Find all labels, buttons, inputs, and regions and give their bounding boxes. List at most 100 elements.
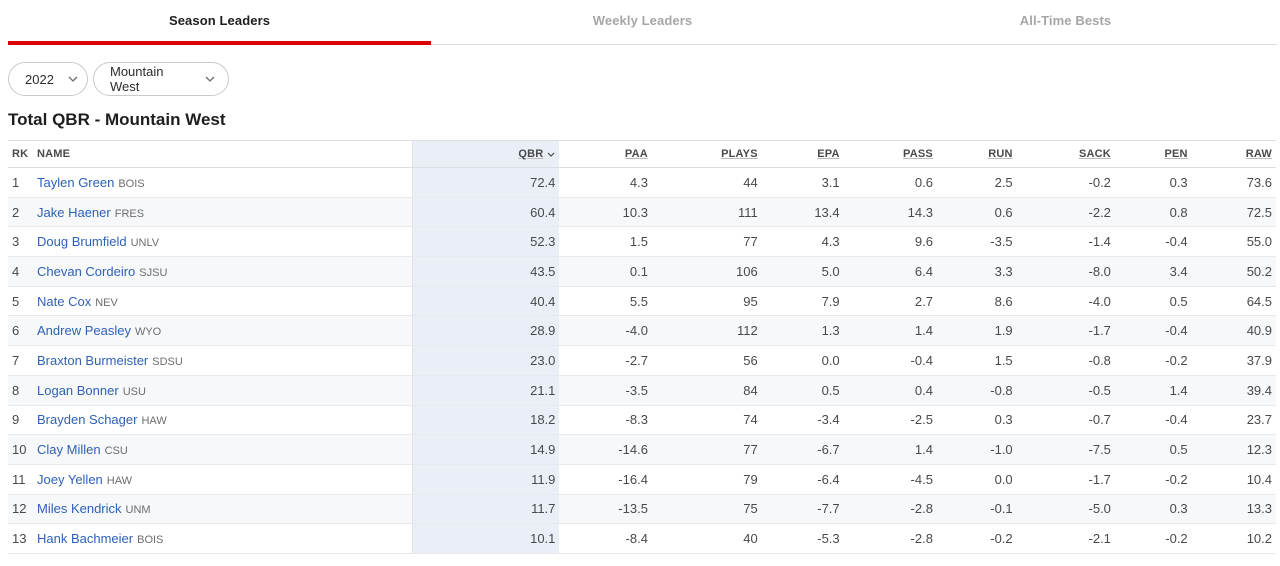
pen-cell: -0.4 <box>1114 226 1192 258</box>
run-cell: 0.0 <box>936 464 1017 495</box>
sack-cell: -2.2 <box>1016 197 1115 228</box>
run-cell: 0.6 <box>936 197 1017 228</box>
sack-cell: -0.5 <box>1016 375 1115 406</box>
table-row: 8 Logan Bonner USU 21.1 -3.5 84 0.5 0.4 -0.8 -0.5… <box>8 375 1276 406</box>
rank-cell: 5 <box>8 286 33 317</box>
raw-cell: 12.3 <box>1191 434 1276 465</box>
header-sack[interactable]: SACK <box>1016 140 1115 168</box>
team-abbreviation: FRES <box>114 207 145 220</box>
conference-dropdown[interactable]: Mountain West <box>93 62 229 96</box>
header-qbr[interactable]: QBR <box>412 140 560 168</box>
header-plays[interactable]: PLAYS <box>651 140 762 168</box>
paa-cell: 0.1 <box>559 256 652 287</box>
plays-cell: 106 <box>651 256 762 287</box>
rank-cell: 9 <box>8 405 33 436</box>
player-name-link[interactable]: Clay Millen <box>37 442 101 458</box>
table-row: 2 Jake Haener FRES 60.4 10.3 111 13.4 14.3 0.6 -2… <box>8 197 1276 228</box>
player-name-link[interactable]: Logan Bonner <box>37 382 119 398</box>
header-raw[interactable]: RAW <box>1191 140 1276 168</box>
run-cell: 0.3 <box>936 405 1017 436</box>
header-epa[interactable]: EPA <box>761 140 844 168</box>
table-row: 1 Taylen Green BOIS 72.4 4.3 44 3.1 0.6 2.5 -0.2 0… <box>8 167 1276 198</box>
paa-cell: -8.3 <box>559 405 652 436</box>
player-name-link[interactable]: Taylen Green <box>37 174 115 190</box>
player-name-link[interactable]: Jake Haener <box>37 204 111 220</box>
sack-cell: -0.8 <box>1016 345 1115 376</box>
player-name-link[interactable]: Miles Kendrick <box>37 501 122 517</box>
team-abbreviation: SDSU <box>152 355 183 368</box>
player-name-link[interactable]: Brayden Schager <box>37 412 138 428</box>
pen-cell: 0.8 <box>1114 197 1192 228</box>
epa-cell: 7.9 <box>761 286 844 317</box>
header-pass[interactable]: PASS <box>843 140 937 168</box>
player-name-link[interactable]: Chevan Cordeiro <box>37 263 136 279</box>
conference-dropdown-value: Mountain West <box>110 64 164 94</box>
sort-descending-icon <box>547 148 555 160</box>
team-abbreviation: WYO <box>134 326 162 339</box>
qbr-cell: 21.1 <box>412 375 560 406</box>
team-abbreviation: HAW <box>106 474 133 487</box>
sack-cell: -1.7 <box>1016 464 1115 495</box>
qbr-cell: 40.4 <box>412 286 560 317</box>
run-cell: 1.5 <box>936 345 1017 376</box>
plays-cell: 95 <box>651 286 762 317</box>
plays-cell: 111 <box>651 197 762 228</box>
header-run[interactable]: RUN <box>936 140 1017 168</box>
table-row: 7 Braxton Burmeister SDSU 23.0 -2.7 56 0.0 -0.4… <box>8 345 1276 376</box>
pass-cell: 2.7 <box>843 286 937 317</box>
team-abbreviation: CSU <box>104 445 128 458</box>
rank-cell: 2 <box>8 197 33 228</box>
raw-cell: 13.3 <box>1191 494 1276 525</box>
run-cell: -0.8 <box>936 375 1017 406</box>
rank-cell: 8 <box>8 375 33 406</box>
pen-cell: -0.4 <box>1114 405 1192 436</box>
table-row: 4 Chevan Cordeiro SJSU 43.5 0.1 106 5.0 6.4 3.3-… <box>8 256 1276 287</box>
epa-cell: -7.7 <box>761 494 844 525</box>
tab-season-leaders[interactable]: Season Leaders <box>168 13 271 28</box>
epa-cell: -6.4 <box>761 464 844 495</box>
raw-cell: 72.5 <box>1191 197 1276 228</box>
team-abbreviation: NEV <box>95 296 118 309</box>
rank-cell: 11 <box>8 464 33 495</box>
epa-cell: 3.1 <box>761 167 844 198</box>
qbr-cell: 72.4 <box>412 167 560 198</box>
chevron-down-icon <box>205 74 215 84</box>
team-abbreviation: UNM <box>125 504 151 517</box>
player-name-link[interactable]: Doug Brumfield <box>37 234 127 250</box>
year-dropdown[interactable]: 2022 <box>8 62 88 96</box>
sack-cell: -2.1 <box>1016 523 1115 554</box>
pen-cell: 0.3 <box>1114 167 1192 198</box>
header-pen[interactable]: PEN <box>1114 140 1192 168</box>
paa-cell: 5.5 <box>559 286 652 317</box>
pen-cell: -0.4 <box>1114 315 1192 347</box>
qbr-cell: 28.9 <box>412 315 560 347</box>
qbr-cell: 10.1 <box>412 523 560 554</box>
page-title: Total QBR - Mountain West <box>8 110 226 129</box>
player-name-link[interactable]: Joey Yellen <box>37 471 103 487</box>
qbr-cell: 11.9 <box>412 464 560 495</box>
team-abbreviation: BOIS <box>137 534 164 547</box>
header-name: NAME <box>33 140 413 168</box>
player-name-link[interactable]: Hank Bachmeier <box>37 531 134 547</box>
epa-cell: 0.5 <box>761 375 844 406</box>
tab-all-time-bests[interactable]: All-Time Bests <box>1019 13 1112 28</box>
rank-cell: 3 <box>8 226 33 258</box>
rank-cell: 12 <box>8 494 33 525</box>
pass-cell: 1.4 <box>843 315 937 347</box>
tab-weekly-leaders[interactable]: Weekly Leaders <box>592 13 693 28</box>
raw-cell: 10.4 <box>1191 464 1276 495</box>
player-name-link[interactable]: Nate Cox <box>37 293 92 309</box>
pen-cell: 0.5 <box>1114 434 1192 465</box>
player-name-link[interactable]: Braxton Burmeister <box>37 352 149 368</box>
player-cell: Doug Brumfield UNLV <box>33 226 413 258</box>
player-name-link[interactable]: Andrew Peasley <box>37 323 131 339</box>
player-cell: Brayden Schager HAW <box>33 405 413 436</box>
header-paa[interactable]: PAA <box>559 140 652 168</box>
qbr-cell: 60.4 <box>412 197 560 228</box>
rank-cell: 10 <box>8 434 33 465</box>
epa-cell: 1.3 <box>761 315 844 347</box>
year-dropdown-value: 2022 <box>25 71 54 87</box>
pen-cell: 0.3 <box>1114 494 1192 525</box>
sack-cell: -4.0 <box>1016 286 1115 317</box>
epa-cell: -3.4 <box>761 405 844 436</box>
